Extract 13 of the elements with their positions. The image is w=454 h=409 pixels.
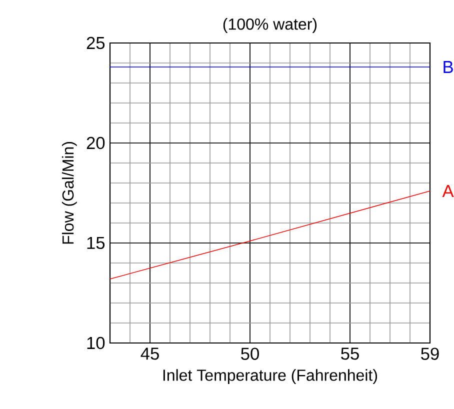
x-tick-label: 59 xyxy=(421,348,439,360)
x-tick-label: 50 xyxy=(241,348,259,360)
y-tick-label: 25 xyxy=(86,36,105,50)
chart-title: (100% water) xyxy=(223,18,317,33)
series-label: A xyxy=(442,185,454,197)
x-axis-title: Inlet Temperature (Fahrenheit) xyxy=(163,369,378,384)
x-tick-label: 45 xyxy=(140,348,159,360)
series-label: B xyxy=(444,61,453,73)
y-axis-title: Flow (Gal/Min) xyxy=(62,142,77,244)
y-tick-label: 10 xyxy=(87,336,105,350)
y-tick-label: 15 xyxy=(87,236,105,250)
x-tick-label: 55 xyxy=(341,348,359,360)
y-tick-label: 20 xyxy=(86,136,105,150)
